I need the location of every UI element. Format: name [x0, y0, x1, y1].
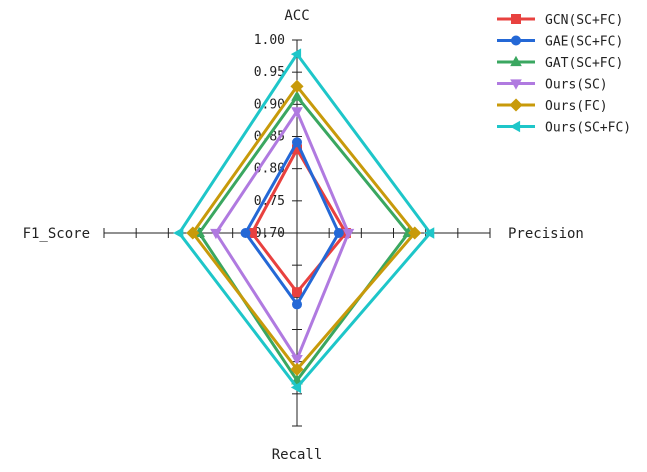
legend-item: Ours(FC) [497, 98, 608, 114]
legend-item: GAT(SC+FC) [497, 55, 623, 71]
legend-marker [510, 79, 522, 90]
series-gae-sc-fc [240, 137, 344, 310]
tick-label: 0.70 [254, 226, 285, 241]
legend-item: Ours(SC+FC) [497, 121, 631, 136]
data-point-recall [291, 354, 303, 366]
data-point-acc [292, 137, 302, 148]
axis-label-f1-score: F1_Score [23, 226, 90, 242]
data-point-f1-score [186, 226, 200, 240]
legend-item: GAE(SC+FC) [497, 35, 623, 50]
legend-marker [509, 120, 521, 133]
data-point-precision [333, 228, 344, 238]
data-point-precision [408, 226, 422, 240]
legend-label: Ours(SC+FC) [545, 121, 631, 136]
legend-item: GCN(SC+FC) [497, 13, 623, 28]
legend-item: Ours(SC) [497, 78, 608, 93]
legend-label: GAT(SC+FC) [545, 56, 623, 71]
legend-marker [510, 55, 522, 67]
axis-label-recall: Recall [272, 447, 323, 463]
data-point-recall [292, 299, 302, 310]
series-ours-fc [186, 79, 422, 376]
data-point-f1-score [173, 227, 184, 239]
legend-marker [511, 35, 521, 46]
series-ours-sc [210, 107, 355, 366]
legend-label: GAE(SC+FC) [545, 35, 623, 50]
legend-label: Ours(SC) [545, 78, 608, 93]
data-point-f1-score [240, 228, 251, 238]
tick-label: 0.95 [254, 65, 285, 80]
legend-label: GCN(SC+FC) [545, 13, 623, 28]
legend-marker [511, 14, 521, 24]
series-ours-sc-fc [173, 48, 435, 394]
data-point-acc [291, 90, 303, 101]
data-point-acc [291, 107, 303, 118]
series-layer [173, 48, 435, 394]
data-point-recall [292, 287, 302, 298]
data-point-precision [342, 228, 355, 240]
data-point-acc [290, 48, 302, 60]
data-point-f1-score [210, 228, 222, 240]
tick-label: 1.00 [254, 33, 285, 48]
axes-layer: 0.700.750.800.850.900.951.00ACCPrecision… [23, 8, 584, 463]
legend-marker [509, 98, 523, 112]
data-point-acc [290, 79, 304, 93]
data-point-precision [423, 227, 435, 239]
axis-label-acc: ACC [284, 8, 309, 24]
legend-label: Ours(FC) [545, 99, 608, 114]
data-point-recall [290, 381, 302, 394]
axis-label-precision: Precision [508, 226, 584, 242]
data-point-recall [290, 362, 304, 376]
series-line [197, 94, 411, 383]
legend: GCN(SC+FC) GAE(SC+FC) GAT(SC+FC) Ours(SC) Ou… [497, 13, 631, 136]
